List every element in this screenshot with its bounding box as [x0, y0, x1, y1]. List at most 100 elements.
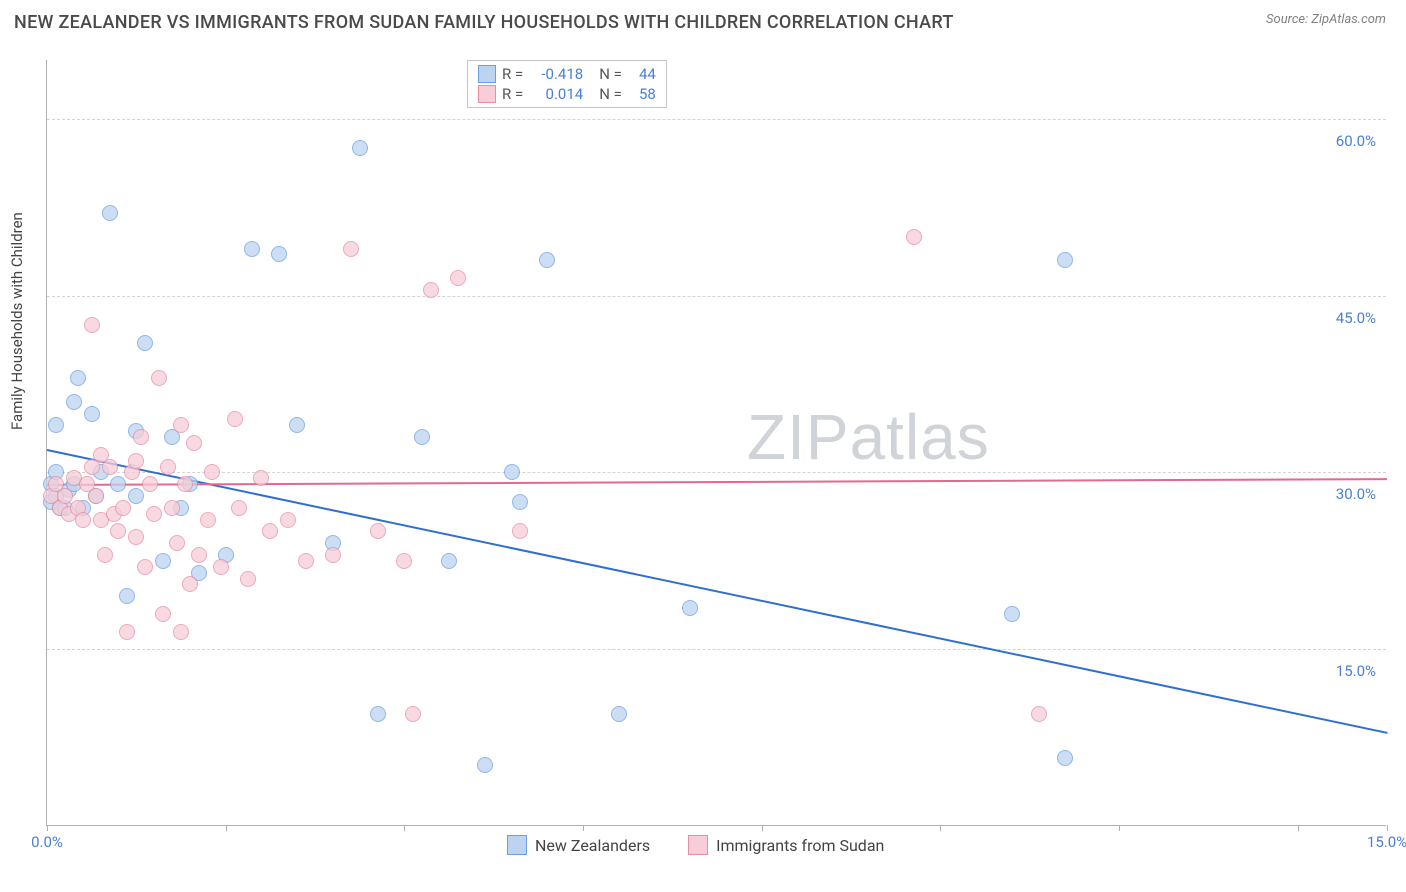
data-point [1031, 706, 1047, 722]
data-point [137, 335, 153, 351]
y-tick-label: 45.0% [1336, 309, 1376, 327]
data-point [84, 317, 100, 333]
data-point [240, 571, 256, 587]
data-point [164, 500, 180, 516]
data-point [155, 606, 171, 622]
data-point [441, 553, 457, 569]
series-legend-item: New Zealanders [507, 835, 650, 855]
data-point [160, 459, 176, 475]
data-point [173, 624, 189, 640]
data-point [213, 559, 229, 575]
x-tick [940, 825, 941, 831]
y-tick-label: 30.0% [1336, 485, 1376, 503]
data-point [115, 500, 131, 516]
data-point [1057, 750, 1073, 766]
data-point [169, 535, 185, 551]
x-tick-label: 15.0% [1367, 833, 1406, 851]
x-tick [1387, 825, 1388, 831]
data-point [177, 476, 193, 492]
data-point [137, 559, 153, 575]
x-tick [1298, 825, 1299, 831]
data-point [204, 464, 220, 480]
legend-r-value: 0.014 [529, 85, 583, 103]
legend-swatch [478, 65, 496, 83]
data-point [173, 417, 189, 433]
chart-title: NEW ZEALANDER VS IMMIGRANTS FROM SUDAN F… [14, 12, 954, 33]
trend-line [47, 449, 1387, 734]
x-tick [404, 825, 405, 831]
data-point [75, 512, 91, 528]
stats-legend-row: R =-0.418N =44 [478, 65, 656, 83]
data-point [396, 553, 412, 569]
data-point [611, 706, 627, 722]
legend-n-label: N = [599, 85, 622, 103]
series-legend-label: New Zealanders [535, 836, 650, 855]
x-tick-label: 0.0% [31, 833, 63, 851]
data-point [682, 600, 698, 616]
data-point [186, 435, 202, 451]
x-tick [226, 825, 227, 831]
data-point [70, 370, 86, 386]
data-point [271, 246, 287, 262]
stats-legend-row: R =0.014N =58 [478, 85, 656, 103]
data-point [370, 523, 386, 539]
data-point [133, 429, 149, 445]
data-point [512, 523, 528, 539]
data-point [142, 476, 158, 492]
data-point [97, 547, 113, 563]
legend-n-value: 58 [628, 85, 656, 103]
data-point [128, 529, 144, 545]
data-point [66, 394, 82, 410]
data-point [423, 282, 439, 298]
data-point [128, 453, 144, 469]
data-point [128, 488, 144, 504]
data-point [343, 241, 359, 257]
data-point [405, 706, 421, 722]
data-point [450, 270, 466, 286]
data-point [253, 470, 269, 486]
stats-legend: R =-0.418N =44R =0.014N =58 [467, 60, 667, 108]
series-legend: New Zealanders Immigrants from Sudan [507, 835, 884, 855]
data-point [512, 494, 528, 510]
data-point [200, 512, 216, 528]
data-point [227, 411, 243, 427]
data-point [262, 523, 278, 539]
data-point [504, 464, 520, 480]
x-tick [583, 825, 584, 831]
scatter-chart: ZIPatlas 15.0%30.0%45.0%60.0%0.0%15.0%R … [46, 60, 1386, 826]
gridline [47, 296, 1386, 297]
data-point [1004, 606, 1020, 622]
data-point [352, 140, 368, 156]
series-legend-label: Immigrants from Sudan [716, 836, 884, 855]
data-point [1057, 252, 1073, 268]
data-point [48, 417, 64, 433]
data-point [244, 241, 260, 257]
trend-line [47, 478, 1387, 486]
data-point [146, 506, 162, 522]
data-point [325, 547, 341, 563]
x-tick [47, 825, 48, 831]
data-point [477, 757, 493, 773]
data-point [906, 229, 922, 245]
data-point [539, 252, 555, 268]
data-point [57, 488, 73, 504]
data-point [289, 417, 305, 433]
legend-n-label: N = [599, 65, 622, 83]
gridline [47, 119, 1386, 120]
data-point [84, 406, 100, 422]
legend-n-value: 44 [628, 65, 656, 83]
x-tick [1119, 825, 1120, 831]
data-point [151, 370, 167, 386]
legend-r-label: R = [502, 65, 523, 83]
legend-swatch [688, 835, 708, 855]
y-tick-label: 15.0% [1336, 662, 1376, 680]
data-point [191, 547, 207, 563]
x-tick [762, 825, 763, 831]
y-axis-label: Family Households with Children [8, 212, 26, 430]
data-point [110, 523, 126, 539]
data-point [414, 429, 430, 445]
series-legend-item: Immigrants from Sudan [688, 835, 884, 855]
y-tick-label: 60.0% [1336, 132, 1376, 150]
data-point [280, 512, 296, 528]
data-point [231, 500, 247, 516]
